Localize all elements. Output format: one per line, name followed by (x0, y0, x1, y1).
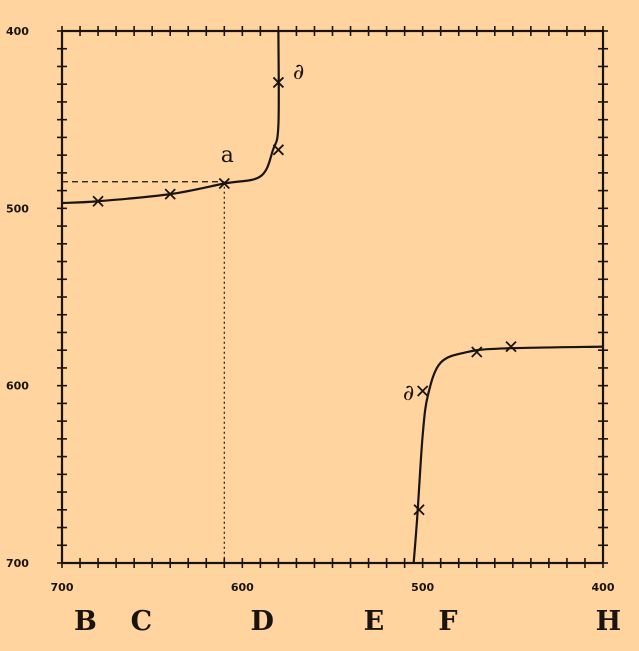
curve-series (61, 30, 604, 564)
fraunhofer-line-F: F (438, 606, 457, 637)
x-marker (218, 177, 230, 190)
fraunhofer-line-B: B (74, 606, 97, 637)
curve-1 (61, 30, 280, 205)
x-marker (92, 195, 104, 207)
y-axis-labels: 400 500 600 700 (6, 25, 29, 570)
fraunhofer-line-H: H (596, 606, 622, 637)
y-tick-label: 700 (6, 557, 29, 570)
y-tick-label: 400 (6, 25, 29, 38)
x-axis-labels: 700 600 500 400 (51, 581, 615, 594)
data-markers (92, 76, 517, 516)
fraunhofer-line-D: D (250, 606, 273, 637)
x-marker (272, 144, 285, 156)
annotation-label: ∂ (293, 60, 304, 85)
x-marker (413, 504, 425, 516)
x-tick-label: 400 (592, 581, 615, 594)
y-tick-label: 500 (6, 202, 29, 215)
guide-lines (62, 181, 225, 563)
tick-marks (57, 26, 608, 568)
y-tick-label: 600 (6, 380, 29, 393)
frame-border (60, 29, 605, 565)
x-marker (164, 188, 176, 200)
x-marker (417, 385, 429, 397)
x-tick-label: 500 (411, 581, 434, 594)
x-marker (471, 346, 483, 358)
curve-2 (412, 345, 604, 564)
annotation-label: ∂ (403, 381, 414, 406)
x-tick-label: 700 (51, 581, 74, 594)
x-marker (272, 76, 285, 89)
x-tick-label: 600 (231, 581, 254, 594)
annotations: ∂ a ∂ (221, 60, 415, 406)
x-marker (505, 341, 517, 353)
plot-frame (60, 29, 605, 565)
annotation-label: a (221, 143, 234, 168)
fraunhofer-line-E: E (364, 606, 385, 637)
fraunhofer-line-C: C (131, 606, 153, 637)
